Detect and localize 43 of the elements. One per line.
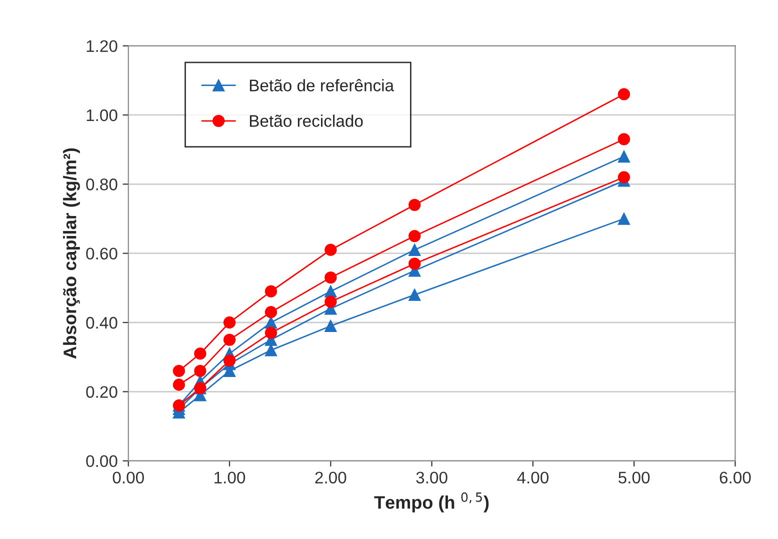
point: [264, 285, 278, 298]
point: [618, 88, 630, 100]
x-tick-label: 6.00: [720, 472, 751, 484]
y-tick-label: 1.00: [86, 109, 118, 122]
point: [618, 150, 630, 163]
point: [408, 288, 421, 301]
point: [264, 344, 278, 356]
y-tick-label: 0.80: [86, 178, 118, 190]
point: [172, 378, 186, 391]
x-tick-label: 0.00: [112, 472, 144, 484]
x-tick-label: 4.00: [517, 472, 548, 484]
point: [223, 354, 236, 367]
point: [618, 212, 630, 225]
point: [223, 334, 236, 346]
y-tick-label: 0.00: [86, 455, 118, 468]
point: [172, 364, 186, 377]
point: [264, 306, 278, 318]
x-tick-label: 5.00: [618, 472, 650, 484]
x-tick-label: 2.00: [315, 472, 346, 484]
point: [194, 364, 206, 377]
point: [408, 230, 421, 242]
point: [324, 271, 337, 284]
legend-label: Betão de referência: [250, 79, 394, 92]
y-axis-title: Absorção capilar (kg/m²): [63, 148, 80, 359]
point: [618, 133, 630, 146]
x-axis-title: Tempo (h $^{0,5}$): [374, 492, 489, 512]
point: [324, 296, 337, 308]
y-tick-label: 0.40: [86, 316, 118, 329]
point: [408, 198, 421, 211]
point: [408, 258, 421, 270]
point: [223, 316, 236, 329]
legend-label: Betão reciclado: [250, 114, 363, 127]
x-tick-label: 1.00: [214, 472, 246, 484]
y-tick-label: 0.60: [86, 248, 118, 260]
x-tick-label: 3.00: [416, 472, 448, 484]
point: [324, 244, 337, 256]
point: [408, 244, 421, 256]
point: [264, 326, 278, 339]
y-tick-label: 1.20: [86, 40, 118, 52]
point: [618, 171, 630, 184]
y-tick-label: 0.20: [86, 386, 118, 398]
point: [194, 348, 206, 360]
point: [324, 320, 337, 332]
